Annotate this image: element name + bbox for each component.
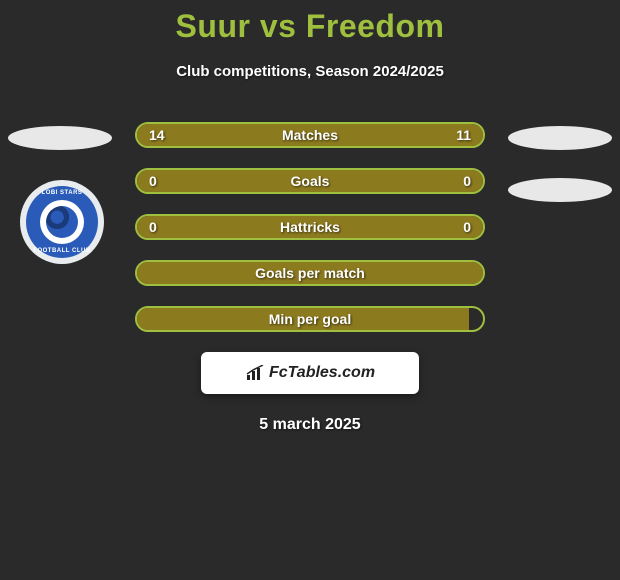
stat-label: Min per goal — [137, 311, 483, 327]
stats-container: 14Matches110Goals00Hattricks0Goals per m… — [135, 122, 485, 332]
club-logo: LOBI STARS FOOTBALL CLUB — [20, 180, 104, 264]
chart-icon — [245, 365, 265, 381]
team-logo-placeholder-left — [8, 126, 112, 150]
match-date: 5 march 2025 — [0, 416, 620, 434]
stat-row: 0Hattricks0 — [135, 214, 485, 240]
club-logo-bottom-text: FOOTBALL CLUB — [26, 248, 98, 254]
brand-label: FcTables.com — [269, 364, 375, 382]
stat-label: Hattricks — [137, 219, 483, 235]
page-subtitle: Club competitions, Season 2024/2025 — [0, 63, 620, 80]
stat-label: Goals — [137, 173, 483, 189]
stat-value-right: 0 — [463, 219, 471, 235]
club-logo-top-text: LOBI STARS — [26, 190, 98, 196]
stat-row: 0Goals0 — [135, 168, 485, 194]
team-logo-placeholder-right-2 — [508, 178, 612, 202]
page-title: Suur vs Freedom — [0, 0, 620, 45]
brand-box[interactable]: FcTables.com — [201, 352, 419, 394]
stat-row: Min per goal — [135, 306, 485, 332]
stat-value-right: 0 — [463, 173, 471, 189]
team-logo-placeholder-right-1 — [508, 126, 612, 150]
stat-label: Matches — [137, 127, 483, 143]
stat-value-right: 11 — [456, 127, 471, 143]
stat-row: Goals per match — [135, 260, 485, 286]
stat-label: Goals per match — [137, 265, 483, 281]
stat-row: 14Matches11 — [135, 122, 485, 148]
